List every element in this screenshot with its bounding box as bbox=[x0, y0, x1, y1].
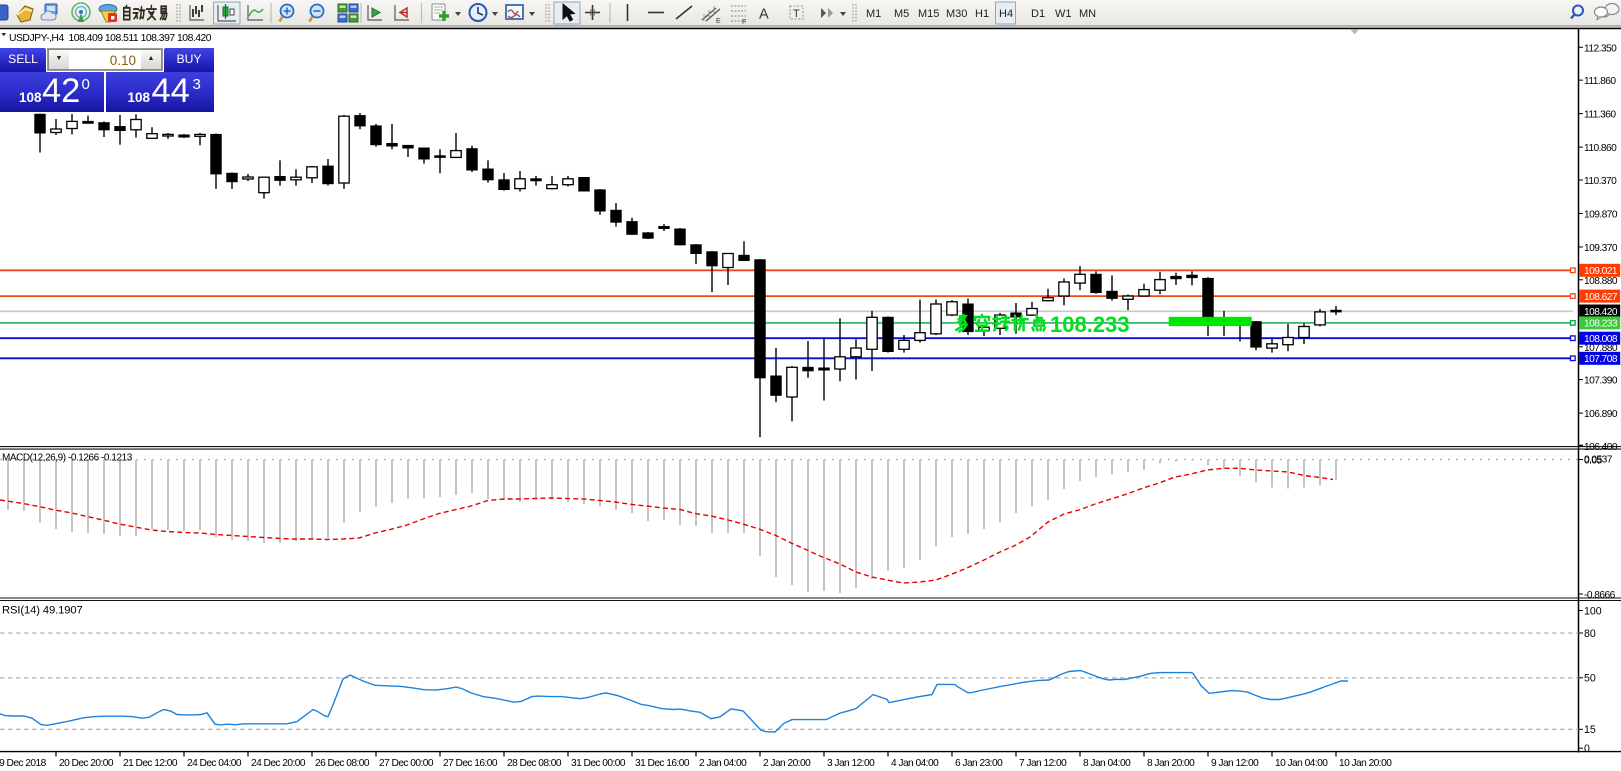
svg-text:106.890: 106.890 bbox=[1584, 409, 1618, 420]
svg-text:20 Dec 20:00: 20 Dec 20:00 bbox=[59, 758, 114, 769]
svg-text:19 Dec 2018: 19 Dec 2018 bbox=[0, 758, 47, 769]
svg-text:109.870: 109.870 bbox=[1584, 210, 1618, 221]
svg-text:111.360: 111.360 bbox=[1584, 110, 1616, 121]
svg-text:4 Jan 04:00: 4 Jan 04:00 bbox=[891, 758, 939, 769]
svg-text:107.708: 107.708 bbox=[1584, 354, 1618, 365]
svg-text:0.0537: 0.0537 bbox=[1584, 454, 1613, 465]
svg-text:F: F bbox=[742, 19, 746, 26]
svg-text:100: 100 bbox=[1584, 605, 1602, 617]
svg-text:9 Jan 12:00: 9 Jan 12:00 bbox=[1211, 758, 1259, 769]
svg-text:6 Jan 23:00: 6 Jan 23:00 bbox=[955, 758, 1003, 769]
svg-text:106.400: 106.400 bbox=[1584, 442, 1618, 453]
svg-text:A: A bbox=[759, 7, 769, 23]
svg-text:3 Jan 12:00: 3 Jan 12:00 bbox=[827, 758, 875, 769]
svg-text:10 Jan 04:00: 10 Jan 04:00 bbox=[1275, 758, 1328, 769]
svg-text:31 Dec 16:00: 31 Dec 16:00 bbox=[635, 758, 690, 769]
svg-text:10 Jan 20:00: 10 Jan 20:00 bbox=[1339, 758, 1392, 769]
svg-text:31 Dec 00:00: 31 Dec 00:00 bbox=[571, 758, 626, 769]
svg-text:108.880: 108.880 bbox=[1584, 276, 1618, 287]
svg-text:24 Dec 04:00: 24 Dec 04:00 bbox=[187, 758, 242, 769]
svg-text:108.627: 108.627 bbox=[1584, 292, 1618, 303]
svg-text:USDJPY-,H4 108.409 108.511 10: USDJPY-,H4 108.409 108.511 108.397 108.4… bbox=[9, 33, 212, 44]
svg-text:MACD(12,26,9) -0.1266 -0.1213: MACD(12,26,9) -0.1266 -0.1213 bbox=[2, 453, 133, 464]
svg-text:108.008: 108.008 bbox=[1584, 334, 1618, 345]
svg-text:M30: M30 bbox=[946, 8, 967, 20]
svg-text:109.021: 109.021 bbox=[1584, 266, 1618, 277]
svg-text:RSI(14) 49.1907: RSI(14) 49.1907 bbox=[2, 605, 83, 617]
svg-text:W1: W1 bbox=[1055, 8, 1072, 20]
svg-text:M5: M5 bbox=[894, 8, 909, 20]
svg-text:27 Dec 16:00: 27 Dec 16:00 bbox=[443, 758, 498, 769]
svg-text:7 Jan 12:00: 7 Jan 12:00 bbox=[1019, 758, 1067, 769]
svg-text:108.233: 108.233 bbox=[1584, 319, 1618, 330]
svg-text:27 Dec 00:00: 27 Dec 00:00 bbox=[379, 758, 434, 769]
svg-text:50: 50 bbox=[1584, 673, 1596, 685]
svg-text:111.860: 111.860 bbox=[1584, 76, 1616, 87]
svg-text:0: 0 bbox=[1584, 743, 1590, 755]
svg-text:M1: M1 bbox=[866, 8, 881, 20]
svg-text:H4: H4 bbox=[999, 8, 1013, 20]
svg-text:110.860: 110.860 bbox=[1584, 143, 1617, 154]
svg-text:112.350: 112.350 bbox=[1584, 43, 1617, 54]
svg-text:28 Dec 08:00: 28 Dec 08:00 bbox=[507, 758, 562, 769]
svg-text:-0.8666: -0.8666 bbox=[1584, 590, 1616, 601]
svg-text:15: 15 bbox=[1584, 724, 1596, 736]
svg-text:8 Jan 20:00: 8 Jan 20:00 bbox=[1147, 758, 1195, 769]
svg-text:M15: M15 bbox=[918, 8, 939, 20]
svg-text:T: T bbox=[793, 8, 800, 20]
svg-text:21 Dec 12:00: 21 Dec 12:00 bbox=[123, 758, 178, 769]
svg-text:MN: MN bbox=[1079, 8, 1096, 20]
svg-text:D1: D1 bbox=[1031, 8, 1045, 20]
svg-text:107.880: 107.880 bbox=[1584, 343, 1618, 354]
svg-text:26 Dec 08:00: 26 Dec 08:00 bbox=[315, 758, 370, 769]
svg-text:108.420: 108.420 bbox=[1584, 307, 1618, 318]
svg-text:24 Dec 20:00: 24 Dec 20:00 bbox=[251, 758, 306, 769]
svg-text:2 Jan 04:00: 2 Jan 04:00 bbox=[699, 758, 747, 769]
svg-text:108.233: 108.233 bbox=[1050, 312, 1130, 337]
svg-text:2 Jan 20:00: 2 Jan 20:00 bbox=[763, 758, 811, 769]
svg-text:110.370: 110.370 bbox=[1584, 176, 1617, 187]
svg-text:80: 80 bbox=[1584, 628, 1596, 640]
svg-text:109.370: 109.370 bbox=[1584, 243, 1618, 254]
svg-text:E: E bbox=[716, 18, 721, 25]
svg-text:H1: H1 bbox=[975, 8, 989, 20]
svg-text:8 Jan 04:00: 8 Jan 04:00 bbox=[1083, 758, 1131, 769]
svg-text:107.390: 107.390 bbox=[1584, 376, 1618, 387]
svg-text:0.05: 0.05 bbox=[1584, 455, 1603, 466]
